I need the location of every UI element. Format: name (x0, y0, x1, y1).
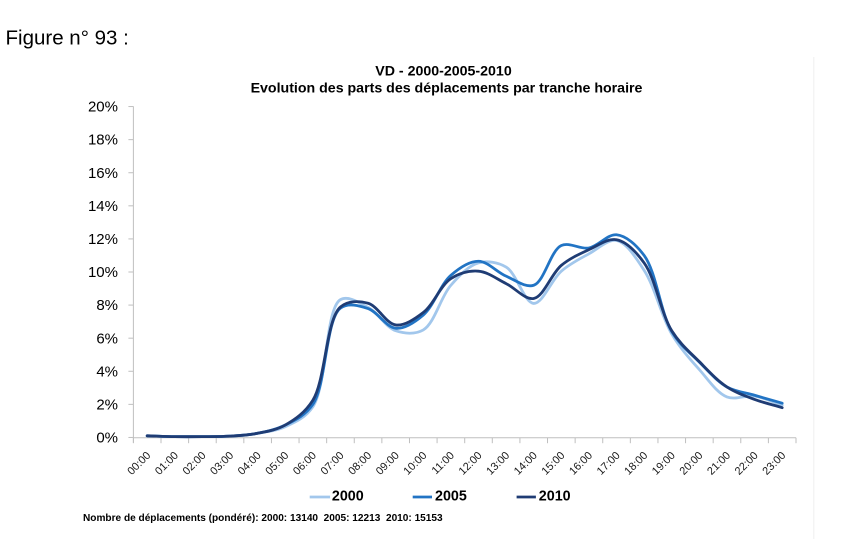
svg-text:16%: 16% (88, 165, 118, 182)
svg-text:10%: 10% (88, 264, 118, 281)
svg-text:2%: 2% (96, 396, 118, 413)
svg-text:4%: 4% (96, 363, 118, 380)
svg-text:20%: 20% (88, 99, 118, 116)
svg-text:18%: 18% (88, 132, 118, 149)
svg-text:Nombre de déplacements (pondér: Nombre de déplacements (pondéré): 2000: … (83, 513, 443, 524)
svg-text:8%: 8% (96, 297, 118, 314)
svg-text:14%: 14% (88, 198, 118, 215)
svg-text:VD - 2000-2005-2010: VD - 2000-2005-2010 (375, 63, 512, 79)
svg-text:Evolution des parts des déplac: Evolution des parts des déplacements par… (251, 81, 643, 97)
svg-text:Figure n° 93 :: Figure n° 93 : (6, 27, 129, 50)
svg-text:2000: 2000 (332, 489, 364, 505)
svg-text:2005: 2005 (435, 489, 467, 505)
svg-text:6%: 6% (96, 330, 118, 347)
svg-text:12%: 12% (88, 231, 118, 248)
svg-text:0%: 0% (96, 430, 118, 447)
svg-text:2010: 2010 (539, 489, 571, 505)
